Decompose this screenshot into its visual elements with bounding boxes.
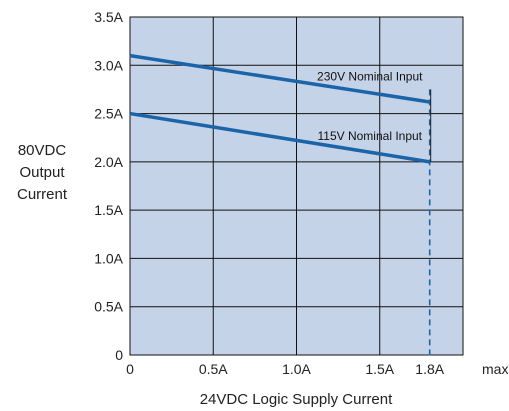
y-tick-label: 1.0A [94, 250, 123, 266]
y-axis-title-line-3: Current [17, 186, 68, 203]
x-tick-labels: 0 0.5A 1.0A 1.5A 1.8A [126, 361, 445, 377]
max-current-marker [428, 89, 432, 359]
x-tick-label: 0 [126, 361, 134, 377]
grid-lines [130, 17, 463, 355]
x-tick-label: 1.8A [415, 361, 444, 377]
x-tick-label: 1.0A [282, 361, 311, 377]
y-tick-labels: 0 0.5A 1.0A 1.5A 2.0A 2.5A 3.0A 3.5A [94, 9, 123, 363]
series-line-0 [129, 53, 430, 104]
series-line-1 [129, 111, 430, 164]
y-tick-label: 1.5A [94, 202, 123, 218]
x-axis-title: 24VDC Logic Supply Current [200, 391, 393, 408]
y-axis-title-line-1: 80VDC [18, 142, 67, 159]
x-tick-suffix: max. [482, 361, 509, 377]
series-annotation-0: 230V Nominal Input [317, 70, 423, 84]
y-tick-label: 2.0A [94, 154, 123, 170]
series-annotations: 230V Nominal Input 115V Nominal Input [317, 70, 423, 143]
x-tick-label: 1.5A [365, 361, 394, 377]
series-lines [129, 53, 430, 164]
y-tick-label: 3.0A [94, 57, 123, 73]
x-tick-label: 0.5A [199, 361, 228, 377]
y-tick-label: 2.5A [94, 106, 123, 122]
y-tick-label: 0.5A [94, 299, 123, 315]
y-tick-label: 3.5A [94, 9, 123, 25]
series-annotation-1: 115V Nominal Input [318, 129, 423, 143]
y-axis-title-line-2: Output [19, 164, 65, 181]
y-tick-label: 0 [115, 347, 123, 363]
